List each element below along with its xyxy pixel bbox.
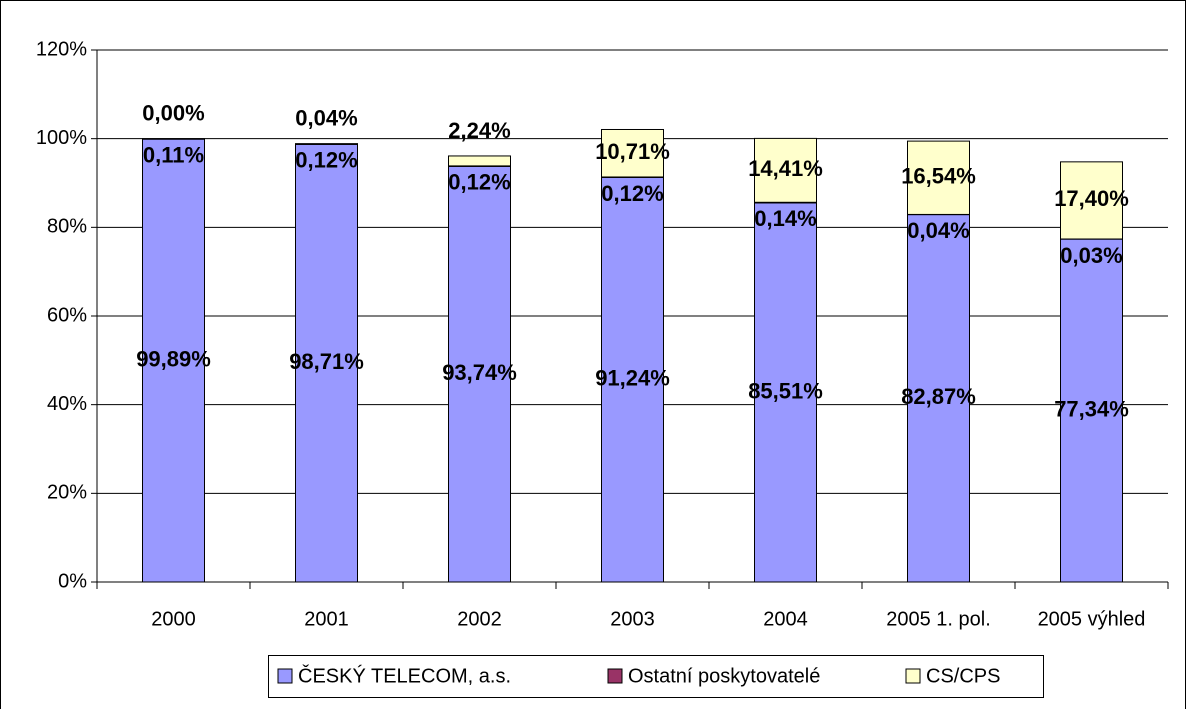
data-label: 16,54% [901,164,976,189]
data-label: 0,11% [143,142,204,167]
data-label: 14,41% [748,156,823,181]
data-label: 82,87% [901,384,976,409]
bar-segment [448,155,511,167]
y-tick-label: 100% [36,127,87,149]
bar-segment [907,140,970,215]
x-tick-label: 2002 [457,608,502,630]
legend-swatch [607,668,623,684]
legend-label: ČESKÝ TELECOM, a.s. [298,664,511,687]
data-label: 85,51% [748,378,823,403]
y-tick-label: 20% [47,482,87,504]
x-tick-label: 2000 [151,608,196,630]
bar-segment [142,138,205,583]
bar-segment [295,143,358,583]
data-label: 0,04% [907,218,969,243]
x-tick-label: 2005 1. pol. [886,608,991,630]
x-tick-label: 2005 výhled [1038,608,1146,630]
data-label: 99,89% [136,346,211,371]
y-tick-label: 40% [47,393,87,415]
data-label: 2,24% [448,118,510,143]
bar-segment [754,137,817,203]
legend-swatch [905,668,921,684]
y-tick-label: 120% [36,38,87,60]
bar-segment [907,214,970,583]
data-label: 17,40% [1054,186,1129,211]
x-tick-label: 2001 [304,608,349,630]
data-label: 0,14% [754,206,816,231]
y-tick-label: 0% [58,570,87,592]
legend-label: CS/CPS [926,665,1000,687]
data-label: 0,03% [1060,243,1122,268]
x-tick-label: 2003 [610,608,655,630]
data-label: 0,04% [295,105,357,130]
bar-segment [1060,161,1123,240]
data-label: 0,00% [142,100,204,125]
data-label: 91,24% [595,366,670,391]
data-label: 10,71% [595,139,670,164]
bar-segment [601,128,664,178]
data-label: 77,34% [1054,396,1129,421]
data-label: 98,71% [289,349,364,374]
y-tick-label: 60% [47,304,87,326]
bar-segment [754,202,817,583]
legend-label: Ostatní poskytovatelé [628,665,820,687]
bar-segment [1060,238,1123,583]
data-label: 0,12% [448,170,510,195]
data-label: 93,74% [442,360,517,385]
bar-segment [601,177,664,583]
x-tick-label: 2004 [763,608,808,630]
data-label: 0,12% [601,181,663,206]
legend-swatch [277,668,293,684]
y-tick-label: 80% [47,216,87,238]
bar-segment [448,165,511,583]
data-label: 0,12% [295,148,357,173]
